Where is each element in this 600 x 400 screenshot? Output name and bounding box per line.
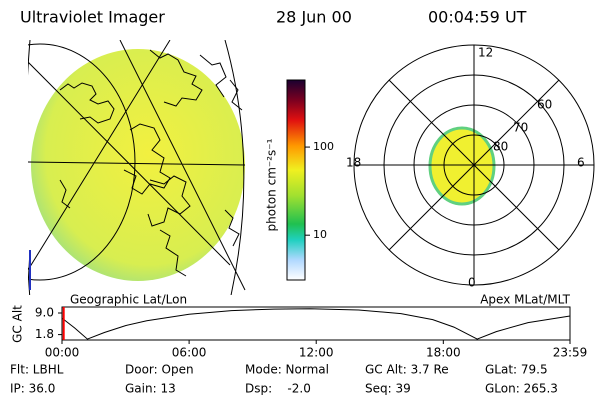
- status-field: GLon: 265.3: [485, 382, 558, 396]
- y-tick-label: 1.8: [35, 327, 54, 341]
- colorbar-tick-label: 100: [313, 140, 334, 153]
- title: Ultraviolet Imager: [20, 8, 165, 27]
- y-tick-label: 9.0: [35, 306, 54, 320]
- lat-label: 70: [513, 121, 528, 135]
- status-field: Mode: Normal: [245, 363, 329, 377]
- status-field: IP: 36.0: [10, 382, 55, 396]
- x-tick-label: 18:00: [426, 346, 461, 360]
- colorbar-tick-label: 10: [313, 228, 327, 241]
- plot-frame: [61, 306, 571, 341]
- mlt-label: 18: [346, 156, 361, 170]
- header: Ultraviolet Imager 28 Jun 00 00:04:59 UT: [20, 8, 527, 27]
- polar-panel: 12 6 0 18 60 70 80: [346, 44, 595, 290]
- left-panel-label: Geographic Lat/Lon: [70, 293, 187, 307]
- right-panel-label: Apex MLat/MLT: [480, 293, 570, 307]
- status-field: Flt: LBHL: [10, 363, 64, 377]
- altitude-line: [61, 308, 571, 340]
- mlt-label: 12: [478, 46, 493, 60]
- uv-image: [31, 49, 245, 281]
- status-field: Door: Open: [125, 363, 194, 377]
- x-tick-label: 12:00: [299, 346, 334, 360]
- time: 00:04:59 UT: [428, 8, 527, 27]
- colorbar: photon cm⁻²s⁻¹ 10 100: [265, 79, 334, 281]
- footer: Flt: LBHL Door: Open Mode: Normal GC Alt: 3…: [10, 363, 558, 396]
- colorbar-label: photon cm⁻²s⁻¹: [265, 138, 279, 231]
- x-tick-label: 06:00: [172, 346, 207, 360]
- lat-circle: [28, 43, 136, 281]
- status-field: GLat: 79.5: [485, 363, 548, 377]
- status-field: Gain: 13: [125, 382, 176, 396]
- spokes: [354, 45, 594, 285]
- x-tick-label: 00:00: [45, 346, 80, 360]
- mlt-label: 0: [468, 276, 476, 290]
- x-tick-label: 23:59: [553, 346, 588, 360]
- status-field: Dsp: -2.0: [245, 382, 311, 396]
- colorbar-scale: [286, 79, 306, 281]
- status-field: GC Alt: 3.7 Re: [365, 363, 449, 377]
- mlt-label: 6: [577, 156, 585, 170]
- grid-lines: [28, 40, 246, 295]
- lat-label: 80: [493, 140, 508, 154]
- altitude-plot: GC Alt 9.0 1.8 00:00 06:00 12:00 18:00 23:59: [11, 305, 588, 360]
- coastlines: [59, 49, 243, 277]
- date: 28 Jun 00: [276, 8, 352, 27]
- geo-panel: [28, 40, 246, 295]
- uv-polar-image: [428, 126, 496, 206]
- y-axis-label: GC Alt: [11, 305, 25, 343]
- status-field: Seq: 39: [365, 382, 411, 396]
- lat-label: 60: [537, 98, 552, 112]
